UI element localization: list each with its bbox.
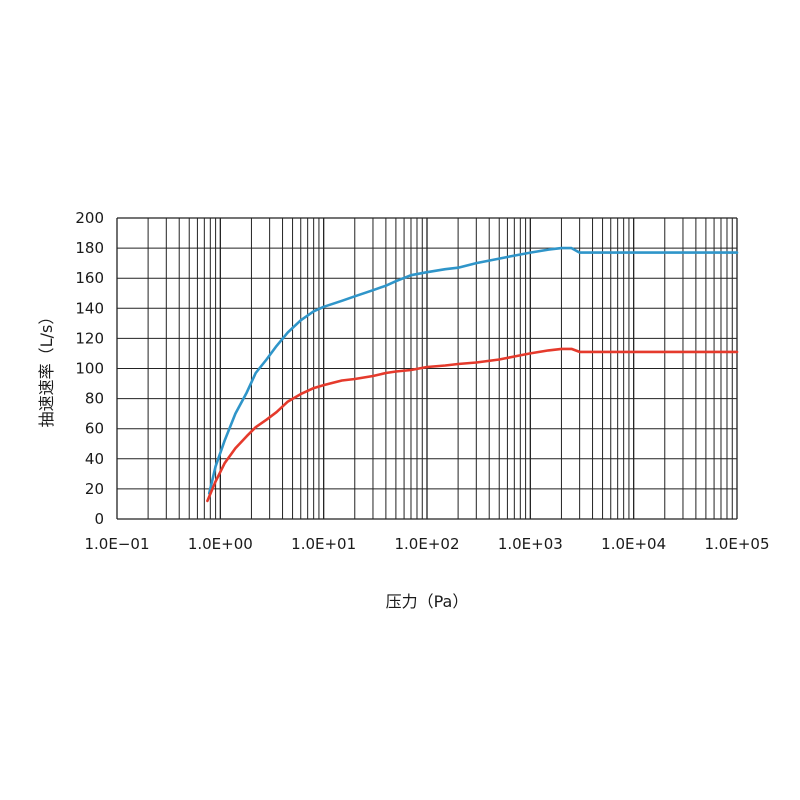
series-layer <box>206 246 739 503</box>
y-tick-label: 60 <box>85 420 104 438</box>
x-tick-label: 1.0E−01 <box>85 535 150 553</box>
y-tick-label: 120 <box>75 329 104 347</box>
x-tick-labels: 1.0E−01 1.0E+00 1.0E+01 1.0E+02 1.0E+03 1.0E+… <box>85 535 770 553</box>
y-tick-label: 0 <box>94 510 104 528</box>
x-axis-title: 压力（Pa） <box>386 592 469 611</box>
series-line-2 <box>206 347 739 503</box>
grid <box>116 217 738 520</box>
y-tick-labels: 0 20 40 60 80 100 120 140 160 180 200 <box>75 209 104 528</box>
x-tick-label: 1.0E+00 <box>188 535 253 553</box>
y-tick-label: 80 <box>85 390 104 408</box>
y-axis-title: 抽速速率（L/s） <box>37 309 56 428</box>
y-tick-label: 40 <box>85 450 104 468</box>
y-tick-label: 100 <box>75 360 104 378</box>
x-tick-label: 1.0E+05 <box>705 535 770 553</box>
y-tick-label: 160 <box>75 269 104 287</box>
y-tick-label: 200 <box>75 209 104 227</box>
y-tick-label: 140 <box>75 299 104 317</box>
x-tick-label: 1.0E+02 <box>395 535 460 553</box>
series-line-1 <box>207 246 739 495</box>
x-tick-label: 1.0E+01 <box>291 535 356 553</box>
x-tick-label: 1.0E+04 <box>601 535 666 553</box>
y-tick-label: 180 <box>75 239 104 257</box>
y-tick-label: 20 <box>85 480 104 498</box>
x-tick-label: 1.0E+03 <box>498 535 563 553</box>
